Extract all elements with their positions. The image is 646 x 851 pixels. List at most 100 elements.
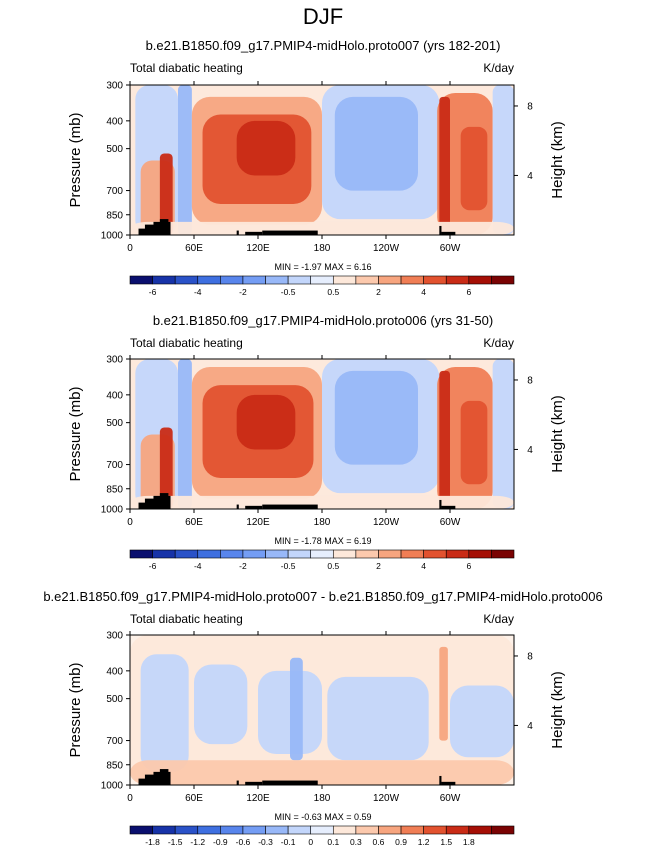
colorbar-box xyxy=(378,549,402,559)
colorbar-box xyxy=(332,825,357,835)
field-cell xyxy=(450,685,514,758)
colorbar-box xyxy=(468,275,492,285)
x-tick-label: 120E xyxy=(246,793,270,804)
colorbar-box xyxy=(400,275,424,285)
colorbar-box xyxy=(423,825,447,835)
panel-2-y-axis: 300 400 500 700 850 1000 xyxy=(101,631,130,792)
panel-2-colorbar: -1.8 -1.5 -1.2 -0.9 -0.6 -0.3 -0.1 0 0.1 0.3 0.6 0.… xyxy=(129,825,515,847)
colorbar-label: -0.5 xyxy=(281,287,296,297)
topography-block xyxy=(262,504,318,509)
colorbar-box xyxy=(174,275,199,285)
field-cell xyxy=(460,400,488,485)
colorbar-box xyxy=(220,275,244,285)
colorbar-box xyxy=(220,825,244,835)
colorbar-label: -6 xyxy=(149,561,157,571)
topography-block xyxy=(159,769,169,785)
field-cell xyxy=(178,85,192,235)
x-tick-label: 120W xyxy=(373,793,400,804)
topography-block xyxy=(441,505,456,509)
colorbar-box xyxy=(197,825,221,835)
y-tick-label: 500 xyxy=(106,144,123,155)
x-tick-label: 60W xyxy=(440,517,461,528)
field-cell xyxy=(236,120,296,176)
colorbar-box xyxy=(310,275,334,285)
x-tick-label: 120E xyxy=(246,243,270,254)
panel-2-left-string: Total diabatic heating xyxy=(130,612,243,626)
panel-1-stats: MIN = -1.78 MAX = 6.19 xyxy=(274,536,371,546)
panel-2-topography xyxy=(138,769,456,785)
colorbar-box xyxy=(468,825,492,835)
colorbar-box xyxy=(174,549,199,559)
colorbar-box xyxy=(400,549,424,559)
colorbar-box xyxy=(152,275,176,285)
colorbar-label: -0.5 xyxy=(281,561,296,571)
x-tick-label: 120W xyxy=(373,243,400,254)
colorbar-box xyxy=(445,825,470,835)
y-tick-label: 300 xyxy=(106,81,123,92)
colorbar-label: -6 xyxy=(149,287,157,297)
y-tick-label: 850 xyxy=(106,760,123,771)
colorbar-box xyxy=(355,549,379,559)
colorbar-box xyxy=(310,549,334,559)
y-tick-label: 700 xyxy=(106,460,123,471)
field-cell xyxy=(439,96,451,235)
field-cell xyxy=(130,760,514,785)
panel-1-title: b.e21.B1850.f09_g17.PMIP4-midHolo.proto0… xyxy=(153,313,493,328)
colorbar-label: -1.2 xyxy=(190,837,205,847)
topography-block xyxy=(236,780,239,785)
colorbar-box xyxy=(129,549,153,559)
colorbar-box xyxy=(287,825,312,835)
colorbar-box xyxy=(129,825,153,835)
topography-block xyxy=(441,781,456,785)
field-cell xyxy=(334,96,418,191)
colorbar-label: -4 xyxy=(194,561,202,571)
panel-0-y-axis: 300 400 500 700 850 1000 xyxy=(101,81,130,242)
field-cell xyxy=(439,646,448,741)
topography-block xyxy=(245,505,263,509)
y-tick-label: 400 xyxy=(106,116,123,127)
panel-0-title: b.e21.B1850.f09_g17.PMIP4-midHolo.proto0… xyxy=(146,38,501,53)
colorbar-label: -1.8 xyxy=(145,837,160,847)
topography-block xyxy=(245,781,263,785)
colorbar-label: 0.5 xyxy=(327,287,339,297)
colorbar-label: -0.3 xyxy=(258,837,273,847)
colorbar-label: 6 xyxy=(466,287,471,297)
colorbar-box xyxy=(355,825,379,835)
colorbar-label: 2 xyxy=(376,287,381,297)
colorbar-box xyxy=(468,549,492,559)
colorbar-label: 0.1 xyxy=(327,837,339,847)
colorbar-box xyxy=(220,549,244,559)
colorbar-box xyxy=(242,275,266,285)
panel-2-ylabel-right: Height (km) xyxy=(549,671,566,749)
field-cell xyxy=(334,370,418,465)
topography-block xyxy=(439,775,442,785)
colorbar-label: 1.8 xyxy=(463,837,475,847)
x-tick-label: 0 xyxy=(127,243,133,254)
colorbar-label: -4 xyxy=(194,287,202,297)
x-tick-label: 60E xyxy=(185,793,203,804)
colorbar-box xyxy=(265,549,289,559)
panel-0-stats: MIN = -1.97 MAX = 6.16 xyxy=(274,262,371,272)
topography-block xyxy=(262,230,318,235)
panel-1-y-axis-right: 84 xyxy=(514,375,533,456)
y-tick-label: 1000 xyxy=(101,781,124,792)
y-tick-label: 400 xyxy=(106,666,123,677)
x-tick-label: 120E xyxy=(246,517,270,528)
colorbar-box xyxy=(332,275,357,285)
colorbar-box xyxy=(265,825,289,835)
panel-0-colorbar: -6 -4 -2 -0.5 0.5 2 4 6 xyxy=(129,275,515,297)
colorbar-label: 0.9 xyxy=(395,837,407,847)
colorbar-box xyxy=(152,825,176,835)
y-tick-label: 300 xyxy=(106,631,123,642)
x-tick-label: 180 xyxy=(314,243,331,254)
field-cell xyxy=(460,126,488,211)
field-cell xyxy=(492,85,514,235)
panel-0-right-string: K/day xyxy=(483,61,514,75)
colorbar-box xyxy=(491,549,515,559)
colorbar-box xyxy=(287,275,312,285)
colorbar-box xyxy=(197,275,221,285)
colorbar-label: 6 xyxy=(466,561,471,571)
field-cell xyxy=(236,394,296,450)
y-tick-label: 1000 xyxy=(101,231,124,242)
